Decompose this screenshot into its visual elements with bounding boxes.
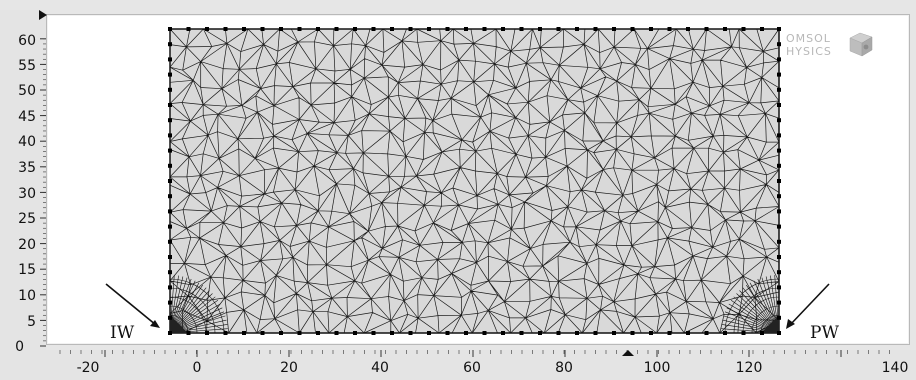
pw-arrow-line xyxy=(789,283,830,326)
y-tick-label: 45 xyxy=(18,109,36,125)
pw-label: PW xyxy=(810,323,839,343)
x-tick-label: 0 xyxy=(193,360,202,376)
y-tick-label: 5 xyxy=(27,314,36,330)
y-tick-label: 0 xyxy=(15,339,24,355)
mesh-refinement xyxy=(169,275,780,334)
y-tick-label: 30 xyxy=(18,186,36,202)
y-tick-label: 50 xyxy=(18,83,36,99)
y-axis-marker-icon xyxy=(39,10,47,20)
y-tick-label: 10 xyxy=(18,288,36,304)
x-axis-marker-icon xyxy=(622,350,634,356)
x-axis-ticks xyxy=(59,350,890,357)
iw-label: IW xyxy=(110,323,135,343)
iw-arrow-head-icon xyxy=(150,320,160,328)
cube-icon xyxy=(849,32,873,57)
comsol-logo: OMSOL HYSICS xyxy=(786,32,873,58)
boundary-vertices xyxy=(168,27,781,335)
y-tick-label: 20 xyxy=(18,237,36,253)
x-tick-label: 40 xyxy=(371,360,389,376)
x-tick-label: 60 xyxy=(463,360,481,376)
x-tick-label: 100 xyxy=(644,360,671,376)
y-tick-label: 60 xyxy=(18,33,36,49)
y-tick-label: 15 xyxy=(18,262,36,278)
x-axis-ruler xyxy=(0,350,916,380)
logo-text-line2: HYSICS xyxy=(786,45,832,58)
y-axis-ruler xyxy=(0,10,46,355)
x-tick-label: 80 xyxy=(555,360,573,376)
x-tick-label: 20 xyxy=(280,360,298,376)
y-tick-label: 55 xyxy=(18,58,36,74)
y-tick-label: 25 xyxy=(18,211,36,227)
mesh-elements xyxy=(169,28,780,334)
x-tick-label: 140 xyxy=(882,360,909,376)
x-tick-label: 120 xyxy=(736,360,763,376)
iw-arrow-line xyxy=(105,283,157,326)
y-tick-label: 40 xyxy=(18,134,36,150)
iw-annotation: IW xyxy=(105,283,160,343)
x-axis-labels: -20 0 20 40 60 80 100 120 140 xyxy=(77,360,909,376)
y-axis-labels: 0 5 10 15 20 25 30 35 40 45 50 55 60 xyxy=(15,33,36,355)
logo-text-line1: OMSOL xyxy=(786,32,831,45)
x-tick-label: -20 xyxy=(77,360,100,376)
y-axis-ticks xyxy=(40,38,46,347)
y-tick-label: 35 xyxy=(18,160,36,176)
pw-arrow-head-icon xyxy=(786,319,795,329)
pw-annotation: PW xyxy=(786,283,839,343)
